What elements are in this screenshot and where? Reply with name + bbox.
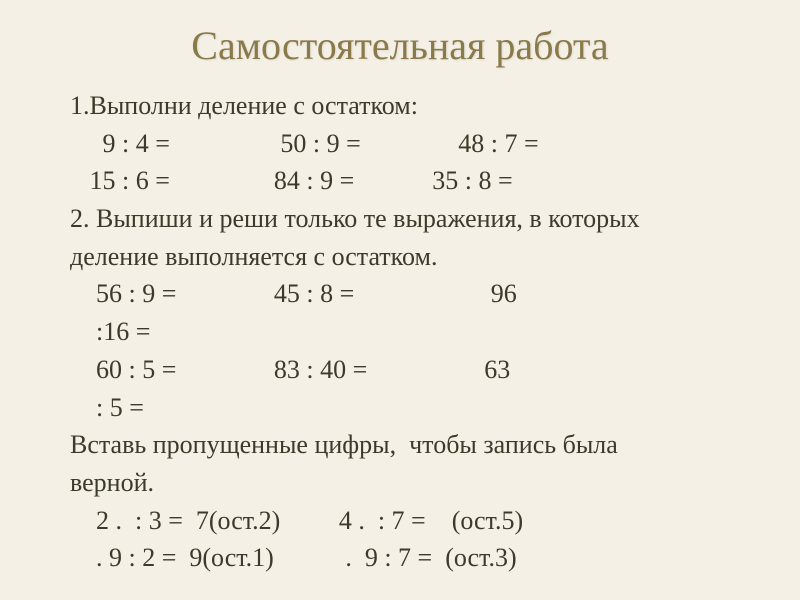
expr2c: 35 : 8 = [432, 166, 512, 195]
expr6b: . 9 : 7 = (ост.3) [345, 543, 516, 572]
expr6a: . 9 : 2 = 9(ост.1) [96, 543, 274, 572]
expr3b: 45 : 8 = [274, 279, 354, 308]
expr1c: 48 : 7 = [458, 129, 538, 158]
expr5a: 2 . : 3 = 7(ост.2) [96, 506, 280, 535]
page-title: Самостоятельная работа [70, 22, 730, 69]
task2-row1: 56 : 9 = 45 : 8 = 96 [70, 275, 730, 313]
expr4a: 60 : 5 = [96, 355, 176, 384]
task2-row1-cont: :16 = [70, 313, 730, 351]
expr4c-cont: : 5 = [96, 393, 144, 422]
slide: Самостоятельная работа 1.Выполни деление… [0, 0, 800, 600]
expr4b: 83 : 40 = [274, 355, 367, 384]
task3-row1: 2 . : 3 = 7(ост.2) 4 . : 7 = (ост.5) [70, 502, 730, 540]
task3-heading-l2: верной. [70, 464, 730, 502]
task2-heading-l1: 2. Выпиши и реши только те выражения, в … [70, 200, 730, 238]
task3-heading-l1: Вставь пропущенные цифры, чтобы запись б… [70, 426, 730, 464]
task1-row1: 9 : 4 = 50 : 9 = 48 : 7 = [70, 125, 730, 163]
expr1b: 50 : 9 = [280, 129, 360, 158]
expr5b: 4 . : 7 = (ост.5) [339, 506, 523, 535]
expr3a: 56 : 9 = [96, 279, 176, 308]
task2-heading-l2: деление выполняется с остатком. [70, 238, 730, 276]
task1-heading: 1.Выполни деление с остатком: [70, 87, 730, 125]
expr2a: 15 : 6 = [90, 166, 170, 195]
expr3c-cont: :16 = [96, 317, 150, 346]
expr2b: 84 : 9 = [274, 166, 354, 195]
expr4c: 63 [484, 355, 510, 384]
task3-row2: . 9 : 2 = 9(ост.1) . 9 : 7 = (ост.3) [70, 539, 730, 577]
task2-row2: 60 : 5 = 83 : 40 = 63 [70, 351, 730, 389]
task2-row2-cont: : 5 = [70, 389, 730, 427]
expr3c: 96 [491, 279, 517, 308]
expr1a: 9 : 4 = [103, 129, 170, 158]
task1-row2: 15 : 6 = 84 : 9 = 35 : 8 = [70, 162, 730, 200]
